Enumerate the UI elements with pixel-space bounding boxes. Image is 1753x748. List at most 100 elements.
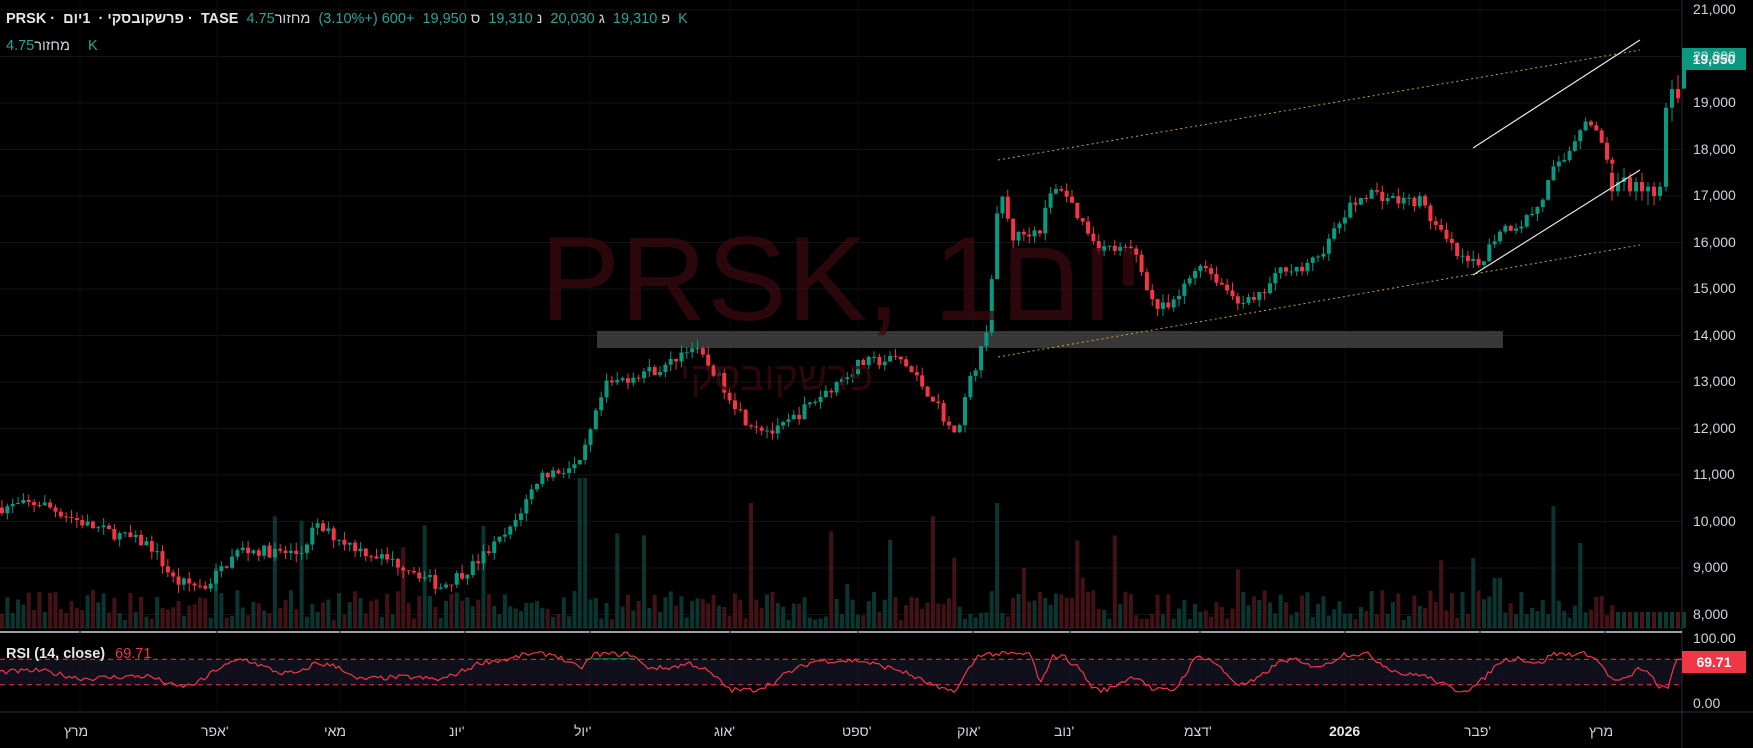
candle-body — [363, 548, 368, 557]
candle-body — [497, 536, 502, 542]
rsi-legend[interactable]: RSI (14, close) 69.71 — [6, 646, 151, 662]
volume-bar — [920, 608, 925, 628]
candle-body — [636, 377, 641, 379]
candle-body — [518, 513, 523, 520]
candle-body — [203, 585, 208, 589]
candle-body — [775, 425, 780, 434]
volume-bar — [101, 593, 106, 628]
price-tick-label: 19,000 — [1693, 94, 1736, 110]
candle-body — [963, 397, 967, 426]
candle-body — [1096, 241, 1101, 251]
volume-bar — [1628, 612, 1632, 628]
candle-body — [807, 402, 812, 405]
candle-body — [1086, 221, 1091, 234]
candle-body — [930, 396, 935, 402]
price-tick-label: 21,000 — [1693, 1, 1736, 17]
volume-bar — [583, 478, 588, 628]
candle-body — [1011, 218, 1016, 241]
candle-body — [369, 556, 374, 558]
volume-bar — [1032, 600, 1037, 628]
volume-bar — [112, 597, 117, 628]
volume-bar — [577, 478, 582, 628]
volume-bar — [1203, 610, 1208, 628]
volume-bar — [262, 610, 267, 628]
candle-body — [647, 367, 652, 372]
candle-body — [1235, 296, 1240, 304]
candle-body — [262, 545, 267, 556]
volume-bar — [1572, 605, 1577, 628]
volume-bar — [1610, 612, 1614, 628]
volume-bar — [695, 598, 700, 628]
candle-body — [888, 355, 893, 362]
volume-label: מחזור — [274, 11, 311, 27]
volume-bar — [310, 603, 315, 628]
volume-bar — [465, 597, 470, 628]
candle-body — [1605, 142, 1609, 160]
candle-body — [1171, 299, 1176, 308]
close-value: 19,950 — [422, 11, 467, 27]
volume-bar — [1043, 597, 1048, 628]
time-tick-label: מרץ — [1589, 723, 1614, 739]
candle-body — [1241, 303, 1246, 305]
interval[interactable]: 1יום — [63, 11, 91, 27]
volume-bar — [1235, 569, 1240, 628]
candle-body — [535, 483, 539, 490]
candle-body — [995, 213, 1000, 280]
candle-body — [428, 575, 432, 577]
volume-bar — [26, 592, 31, 628]
price-tick-label: 20,000 — [1693, 47, 1736, 64]
wedge-lower-line — [1472, 169, 1641, 276]
volume-bar — [203, 598, 208, 628]
volume-bar — [1011, 598, 1016, 628]
time-tick-label: דצמ' — [1184, 723, 1212, 739]
candle-body — [872, 356, 877, 358]
candle-body — [1524, 215, 1529, 227]
volume-legend[interactable]: מחזור4.75 K — [6, 38, 98, 54]
candle-body — [197, 585, 202, 587]
candle-body — [1634, 182, 1638, 192]
volume-bar — [545, 608, 550, 628]
volume-bar — [1193, 603, 1198, 628]
volume-bar — [802, 597, 807, 628]
volume-bar — [850, 599, 855, 628]
candle-body — [21, 499, 26, 504]
volume-bar — [240, 607, 245, 628]
candle-body — [716, 372, 721, 376]
volume-bar — [1391, 602, 1395, 628]
change-value: +600 (+3.10%) — [318, 11, 415, 27]
volume-bar — [1508, 603, 1513, 628]
volume-bar — [53, 592, 58, 628]
candle-body — [781, 421, 786, 426]
volume-bar — [128, 592, 133, 628]
candle-body — [208, 583, 213, 589]
volume-bar — [781, 606, 786, 628]
volume-bar — [722, 606, 727, 628]
exchange: TASE — [200, 11, 239, 27]
candle-body — [829, 390, 834, 393]
legend-header[interactable]: PRSK · פרשקובסקי· 1יום · TASE פ19,310 ג20,… — [6, 11, 688, 27]
candle-body — [299, 552, 304, 554]
candle-body — [706, 354, 711, 366]
volume-bar — [1503, 612, 1508, 628]
candle-body — [353, 542, 358, 552]
candle-body — [1364, 198, 1369, 200]
last-price-tag: 19,950 — [1682, 48, 1746, 70]
candle-body — [187, 578, 192, 584]
volume-bar — [952, 557, 957, 628]
candle-body — [1310, 257, 1315, 263]
candle-body — [1358, 198, 1363, 205]
symbol[interactable]: PRSK — [6, 11, 47, 27]
volume-bar — [1118, 603, 1123, 628]
time-tick-label: ספט' — [842, 723, 872, 739]
volume-bar — [208, 617, 213, 628]
candle-body — [214, 571, 218, 584]
candle-body — [32, 502, 37, 506]
candle-body — [433, 575, 438, 589]
volume-bar — [609, 619, 614, 628]
volume-bar — [706, 603, 711, 628]
candle-body — [337, 539, 342, 541]
candle-body — [1102, 246, 1107, 251]
volume-bar — [1567, 617, 1572, 628]
volume-bar — [984, 612, 989, 628]
